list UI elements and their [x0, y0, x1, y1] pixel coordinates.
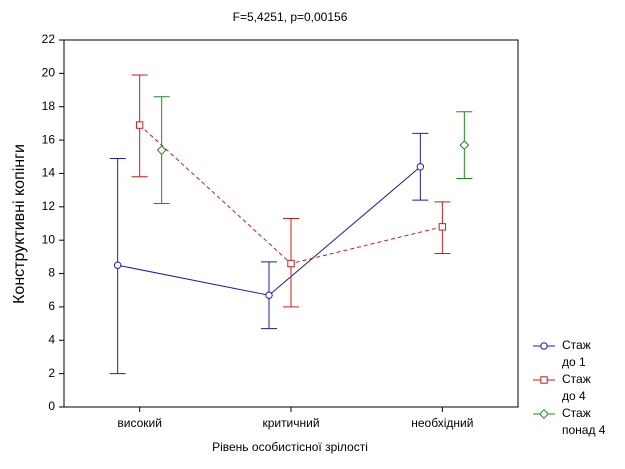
point	[540, 342, 548, 350]
y-tick-label: 2	[48, 366, 55, 380]
point	[416, 163, 425, 171]
y-tick-label: 18	[42, 99, 56, 113]
y-tick-label: 14	[42, 166, 56, 180]
y-tick-label: 16	[42, 132, 56, 146]
y-tick-label: 20	[42, 66, 56, 80]
y-tick-label: 22	[42, 32, 56, 46]
y-tick-label: 6	[48, 299, 55, 313]
point	[265, 291, 273, 299]
legend-label: Стаж до 4	[562, 372, 591, 403]
legend-label: Стаж понад 4	[562, 406, 606, 437]
point	[438, 223, 447, 231]
y-tick-label: 10	[42, 232, 56, 246]
point	[539, 409, 549, 419]
point	[156, 145, 167, 156]
y-tick-label: 8	[48, 266, 55, 280]
y-tick-label: 12	[42, 199, 56, 213]
chart-title: F=5,4251, p=0,00156	[233, 10, 348, 24]
point	[287, 259, 295, 268]
x-tick-label: необхідний	[411, 416, 473, 430]
legend-label: Стаж до 1	[562, 338, 591, 369]
y-axis-label: Конструктивні копінги	[11, 144, 28, 304]
point	[540, 376, 548, 384]
y-tick-label: 0	[48, 399, 55, 413]
point	[113, 261, 122, 269]
x-axis-label: Рівень особистісної зрілості	[212, 440, 368, 454]
x-tick-label: критичний	[262, 416, 319, 430]
x-tick-label: високий	[117, 416, 162, 430]
point	[459, 140, 470, 151]
y-tick-label: 4	[48, 332, 55, 346]
point	[135, 121, 144, 129]
